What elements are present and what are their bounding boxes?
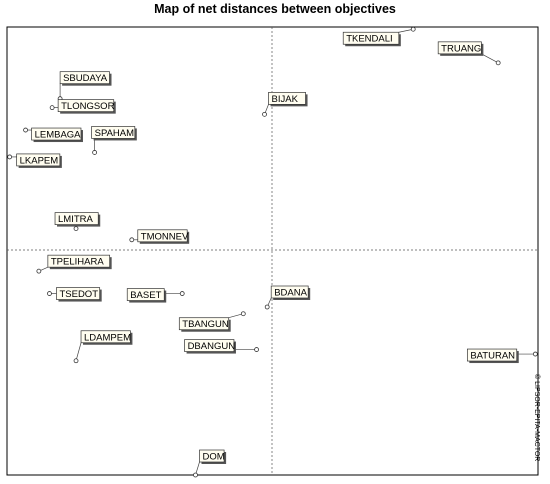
point-tlongsor: TLONGSOR (49, 99, 116, 114)
point-marker (92, 150, 98, 155)
point-label: TMONNEV (141, 231, 189, 242)
label-box (47, 254, 111, 268)
point-label: BDANA (274, 288, 307, 299)
label-box (199, 449, 225, 463)
point-label: LKAPEM (20, 155, 59, 166)
point-baset: BASET (126, 288, 185, 303)
label-box (31, 127, 82, 141)
label-box (80, 330, 131, 344)
point-marker (23, 127, 28, 133)
point-bdana: BDANA (264, 285, 311, 310)
leader-line (398, 28, 414, 33)
label-box (54, 212, 99, 225)
point-tkendali: TKENDALI (342, 26, 416, 47)
point-label: TBANGUN (182, 319, 229, 330)
point-sbudaya: SBUDAYA (57, 71, 112, 102)
point-label: BIJAK (272, 94, 299, 105)
point-dom: DOM (193, 449, 227, 478)
point-marker (264, 304, 270, 310)
point-tbangun: TBANGUN (178, 311, 246, 332)
leader-line (75, 342, 82, 361)
label-box (16, 153, 61, 167)
point-label: LMITRA (58, 214, 94, 225)
label-box (268, 92, 306, 105)
label-box (57, 99, 115, 112)
label-box (56, 287, 101, 300)
point-label: DBANGUN (188, 341, 236, 352)
point-label: LEMBAGA (35, 130, 82, 141)
point-marker (7, 154, 13, 160)
copyright-text: © LIPSOR-EPITA-MACTOR (533, 374, 540, 462)
point-label: BATURAN (470, 351, 515, 362)
chart-title: Map of net distances between objectives (154, 2, 396, 16)
point-label: TLONGSOR (61, 101, 114, 112)
point-lmitra: LMITRA (54, 212, 101, 232)
point-label: TRUANG (441, 43, 481, 54)
point-marker (410, 26, 416, 32)
leader-line (481, 53, 499, 64)
point-lembaga: LEMBAGA (23, 127, 83, 143)
point-label: LDAMPEM (84, 332, 131, 343)
label-box (466, 348, 518, 362)
point-marker (262, 111, 267, 117)
points-layer: TKENDALI TRUANG SBUDAYA TLONGSOR BIJAK LEMBAG… (7, 26, 538, 478)
label-box (184, 339, 235, 352)
point-label: DOM (203, 452, 225, 463)
point-marker (49, 105, 55, 111)
point-bijak: BIJAK (262, 92, 308, 117)
point-truang: TRUANG (437, 41, 501, 66)
point-tpelihara: TPELIHARA (36, 254, 112, 274)
label-box (126, 288, 165, 301)
label-box (342, 31, 400, 45)
label-box (178, 317, 230, 331)
label-box (59, 71, 110, 85)
leader-line (228, 313, 244, 319)
point-spaham: SPAHAM (91, 126, 137, 155)
point-label: SBUDAYA (63, 73, 108, 84)
point-label: BASET (130, 290, 161, 301)
point-marker (179, 291, 185, 296)
point-label: TPELIHARA (51, 257, 104, 268)
point-lkapem: LKAPEM (7, 153, 62, 168)
point-dbangun: DBANGUN (184, 339, 259, 354)
label-box (270, 285, 309, 299)
point-ldampem: LDAMPEM (73, 330, 133, 364)
point-marker (47, 291, 52, 296)
point-marker (36, 268, 42, 274)
point-marker (240, 311, 246, 317)
point-baturan: BATURAN (466, 348, 538, 364)
point-marker (193, 472, 198, 478)
point-marker (73, 358, 79, 364)
point-tmonnev: TMONNEV (129, 229, 190, 244)
label-box (437, 41, 482, 55)
point-marker (532, 351, 538, 357)
point-marker (129, 237, 135, 243)
label-box (137, 229, 188, 243)
plot-frame (6, 26, 539, 476)
point-label: TKENDALI (346, 34, 392, 45)
point-tsedot: TSEDOT (47, 287, 102, 302)
point-marker (495, 60, 501, 66)
point-marker (254, 347, 259, 352)
point-marker (73, 226, 79, 232)
label-box (91, 126, 136, 139)
point-label: TSEDOT (59, 289, 98, 300)
point-label: SPAHAM (95, 128, 135, 139)
